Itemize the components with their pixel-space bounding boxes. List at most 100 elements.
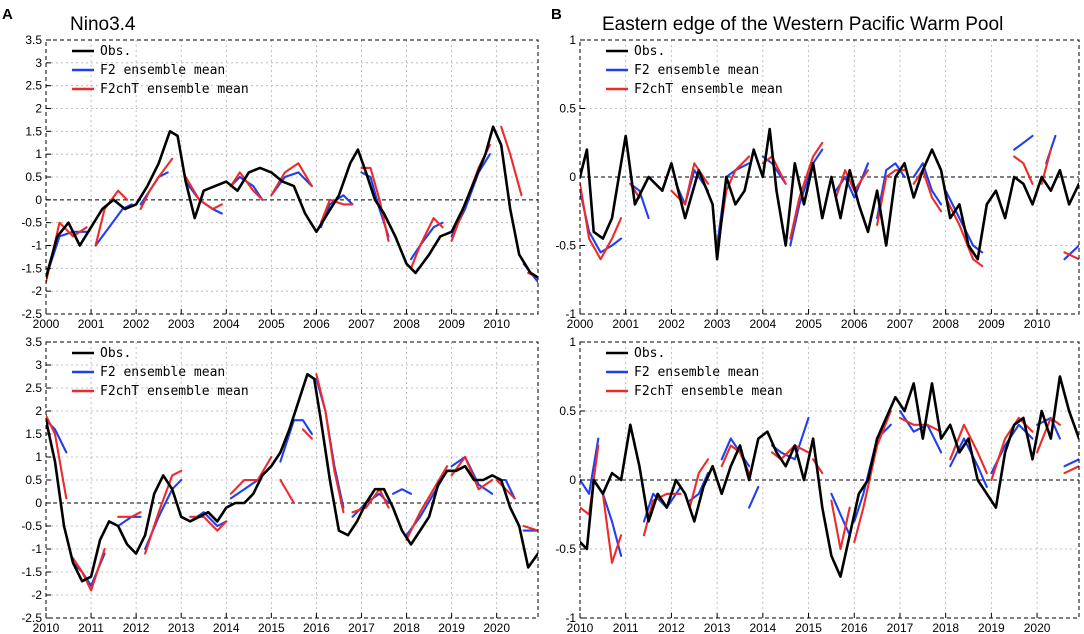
series-line-f2cht <box>522 524 538 532</box>
y-tick-label: -0.5 <box>21 519 42 533</box>
series-line-f2 <box>409 221 444 261</box>
plot-frame <box>45 341 539 619</box>
x-tick-label: 2006 <box>841 317 868 331</box>
series-line-f2 <box>279 419 313 463</box>
y-tick-label: 0 <box>569 170 576 184</box>
x-tick-label: 2017 <box>887 621 914 634</box>
legend-label-obs: Obs. <box>634 44 665 59</box>
series-group <box>580 127 1079 268</box>
series-line-f2cht <box>94 189 129 247</box>
series-line-obs <box>580 375 1079 578</box>
legend-label-obs: Obs. <box>100 44 131 59</box>
y-tick-label: 3 <box>35 358 42 372</box>
series-line-f2cht <box>279 478 295 505</box>
x-tick-label: 2008 <box>932 317 959 331</box>
x-tick-label: 2005 <box>258 317 285 331</box>
series-line-f2cht <box>315 373 345 514</box>
series-line-f2cht <box>789 141 824 240</box>
panel-b-title: Eastern edge of the Western Pacific Warm… <box>602 14 1003 35</box>
y-tick-label: 2.5 <box>25 79 42 93</box>
x-tick-label: 2013 <box>704 621 731 634</box>
legend-label-obs: Obs. <box>634 346 665 361</box>
series-line-f2 <box>830 492 851 537</box>
legend-label-f2: F2 ensemble mean <box>100 63 225 78</box>
series-line-f2 <box>912 162 943 206</box>
x-tick-label: 2000 <box>567 317 594 331</box>
x-tick-label: 2010 <box>567 621 594 634</box>
x-tick-label: 2002 <box>658 317 685 331</box>
x-tick-label: 2002 <box>123 317 150 331</box>
y-tick-label: -2 <box>31 588 42 602</box>
y-tick-label: 0.5 <box>559 102 576 116</box>
panel-a-label: A <box>2 6 13 23</box>
series-line-f2cht <box>184 175 223 211</box>
series-line-f2cht <box>1036 416 1061 454</box>
y-tick-label: -1 <box>565 307 576 321</box>
series-line-f2cht <box>912 169 943 213</box>
series-line-f2cht <box>450 455 494 491</box>
series-line-f2cht <box>71 547 106 592</box>
series-line-f2 <box>789 148 824 247</box>
x-tick-label: 2019 <box>438 621 465 634</box>
series-line-f2cht <box>117 511 142 518</box>
series-line-obs <box>580 127 1079 261</box>
x-tick-label: 2015 <box>258 621 285 634</box>
series-line-f2cht <box>405 465 449 541</box>
series-line-f2cht <box>1063 251 1079 261</box>
x-tick-label: 2007 <box>887 317 914 331</box>
legend-label-f2: F2 ensemble mean <box>634 63 759 78</box>
x-tick-label: 2006 <box>303 317 330 331</box>
series-line-f2cht <box>688 458 710 509</box>
x-tick-label: 2011 <box>613 621 639 634</box>
y-tick-label: 1.5 <box>25 124 42 138</box>
x-tick-label: 2020 <box>483 621 510 634</box>
y-tick-label: 0 <box>35 193 42 207</box>
series-line-f2 <box>1013 134 1034 151</box>
x-tick-label: 2013 <box>168 621 195 634</box>
y-tick-label: -1 <box>565 611 576 625</box>
x-tick-label: 2003 <box>168 317 195 331</box>
series-line-f2 <box>391 488 413 495</box>
x-tick-label: 2016 <box>303 621 330 634</box>
y-tick-label: 0.5 <box>559 404 576 418</box>
x-tick-label: 2005 <box>795 317 822 331</box>
x-tick-label: 2008 <box>393 317 420 331</box>
y-tick-label: 2.5 <box>25 381 42 395</box>
x-tick-label: 2016 <box>841 621 868 634</box>
x-tick-label: 2017 <box>348 621 375 634</box>
series-line-obs <box>46 125 538 279</box>
y-tick-label: -1 <box>31 542 42 556</box>
series-line-f2 <box>853 423 892 523</box>
x-tick-label: 2000 <box>33 317 60 331</box>
series-line-f2 <box>1063 244 1079 261</box>
legend-label-f2cht: F2chT ensemble mean <box>100 384 249 399</box>
series-line-f2cht <box>301 428 313 440</box>
series-line-f2cht <box>229 171 264 201</box>
y-tick-label: 3.5 <box>25 335 42 349</box>
y-tick-label: -0.5 <box>21 216 42 230</box>
series-line-f2cht <box>770 444 810 461</box>
chart-b-bottom: 2010 2011 2012 2013 2014 2015 2016 2017 2018 2019… <box>555 335 1080 634</box>
legend-label-f2: F2 ensemble mean <box>634 365 759 380</box>
x-tick-label: 2011 <box>78 621 104 634</box>
y-tick-label: 2 <box>35 404 42 418</box>
x-tick-label: 2004 <box>213 317 240 331</box>
x-tick-label: 2020 <box>1024 621 1051 634</box>
y-tick-label: -0.5 <box>555 542 576 556</box>
series-line-f2cht <box>229 455 273 495</box>
x-tick-label: 2012 <box>123 621 150 634</box>
x-tick-label: 2009 <box>978 317 1005 331</box>
series-line-f2 <box>748 485 760 509</box>
y-tick-label: 0.5 <box>25 170 42 184</box>
y-tick-label: -2 <box>31 284 42 298</box>
y-tick-label: 3 <box>35 56 42 70</box>
series-line-f2cht <box>319 198 354 224</box>
y-tick-label: -2.5 <box>21 611 42 625</box>
y-tick-label: -1.5 <box>21 261 42 275</box>
series-line-f2cht <box>360 166 390 242</box>
x-tick-label: 2007 <box>348 317 375 331</box>
legend-label-f2cht: F2chT ensemble mean <box>100 82 249 97</box>
plot-frame <box>579 341 1080 619</box>
series-line-f2cht <box>495 478 516 500</box>
x-tick-label: 2014 <box>749 621 776 634</box>
